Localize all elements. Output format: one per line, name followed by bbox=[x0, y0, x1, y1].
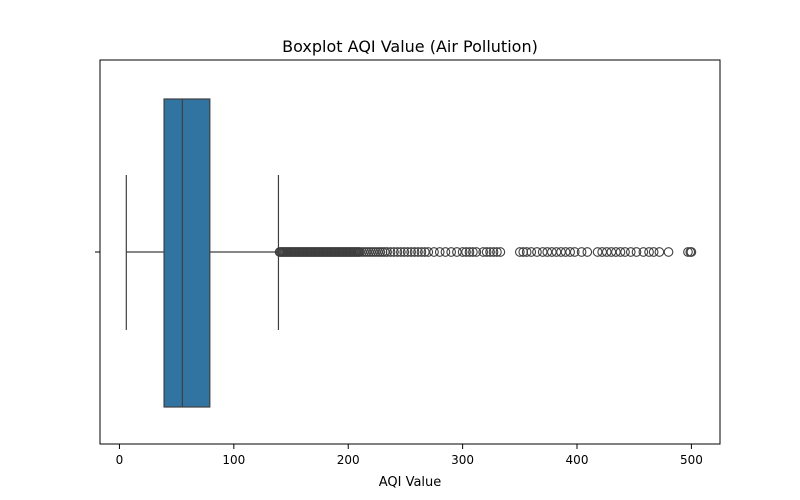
outlier-point bbox=[542, 247, 553, 257]
outlier-point bbox=[373, 247, 383, 257]
outlier-point bbox=[514, 247, 525, 257]
outlier-point bbox=[537, 247, 548, 257]
outlier-point bbox=[485, 247, 495, 257]
outlier-point bbox=[683, 247, 693, 257]
outlier-point bbox=[452, 247, 462, 257]
outlier-point bbox=[357, 247, 367, 257]
outlier-point bbox=[546, 247, 557, 257]
outlier-point bbox=[492, 247, 502, 257]
x-axis: 0 100 200 300 400 500 bbox=[116, 444, 703, 467]
outlier-point bbox=[478, 247, 489, 257]
outlier-point bbox=[416, 247, 427, 257]
outlier-point bbox=[395, 247, 406, 257]
outlier-point bbox=[648, 247, 659, 257]
outlier-point bbox=[611, 247, 621, 257]
outlier-point bbox=[409, 247, 420, 257]
outlier-point bbox=[592, 247, 603, 257]
x-axis-label: AQI Value bbox=[379, 475, 442, 490]
outlier-point bbox=[366, 247, 376, 257]
outlier-point bbox=[569, 247, 580, 257]
outlier-point bbox=[375, 247, 386, 257]
outlier-point bbox=[644, 247, 654, 257]
x-tick-label: 200 bbox=[337, 453, 360, 467]
outlier-point bbox=[461, 247, 471, 257]
outlier-point bbox=[663, 247, 674, 257]
outlier-point bbox=[638, 247, 649, 257]
outlier-point bbox=[468, 247, 478, 257]
outlier-point bbox=[440, 247, 451, 257]
outlier-point bbox=[399, 247, 410, 257]
outlier-point bbox=[582, 247, 593, 257]
outlier-point bbox=[471, 247, 482, 257]
outlier-point bbox=[446, 247, 457, 257]
outlier-point bbox=[413, 247, 423, 257]
x-tick-label: 500 bbox=[680, 453, 703, 467]
outlier-point bbox=[686, 247, 697, 257]
outlier-point bbox=[363, 247, 374, 257]
iqr-box bbox=[163, 98, 211, 408]
outlier-point bbox=[368, 247, 379, 257]
outlier-point bbox=[625, 247, 636, 257]
outlier-point bbox=[495, 247, 506, 257]
outlier-point bbox=[532, 247, 542, 257]
outlier-point bbox=[615, 247, 626, 257]
x-tick-label: 100 bbox=[222, 453, 245, 467]
outliers-group bbox=[274, 247, 697, 257]
outlier-point bbox=[521, 247, 532, 257]
x-tick-label: 0 bbox=[116, 453, 124, 467]
outlier-point bbox=[488, 247, 499, 257]
outlier-point bbox=[464, 247, 475, 257]
outlier-point bbox=[551, 247, 562, 257]
outlier-point bbox=[620, 247, 630, 257]
outlier-point bbox=[423, 247, 434, 257]
outlier-point bbox=[556, 247, 566, 257]
outlier-point bbox=[382, 247, 392, 257]
outlier-point bbox=[565, 247, 575, 257]
outlier-point bbox=[402, 247, 413, 257]
outlier-point bbox=[420, 247, 430, 257]
outlier-point bbox=[457, 247, 468, 257]
outlier-point bbox=[597, 247, 608, 257]
outlier-point bbox=[359, 247, 370, 257]
x-tick-label: 300 bbox=[451, 453, 474, 467]
outlier-point bbox=[361, 247, 372, 257]
outlier-point bbox=[606, 247, 617, 257]
chart-title: Boxplot AQI Value (Air Pollution) bbox=[282, 37, 538, 56]
outlier-point bbox=[560, 247, 571, 257]
outlier-point bbox=[354, 247, 365, 257]
outlier-point bbox=[654, 247, 665, 257]
outlier-point bbox=[385, 247, 396, 257]
outlier-point bbox=[429, 247, 439, 257]
x-tick-label: 400 bbox=[566, 453, 589, 467]
outlier-point bbox=[631, 247, 642, 257]
outlier-point bbox=[576, 247, 587, 257]
outlier-point bbox=[481, 247, 492, 257]
outlier-point bbox=[377, 247, 388, 257]
outlier-point bbox=[434, 247, 445, 257]
outlier-point bbox=[379, 247, 390, 257]
outlier-point bbox=[370, 247, 381, 257]
box-group bbox=[125, 98, 280, 408]
outlier-point bbox=[406, 247, 416, 257]
outlier-point bbox=[526, 247, 537, 257]
outlier-point bbox=[518, 247, 529, 257]
outlier-point bbox=[392, 247, 403, 257]
outlier-point bbox=[601, 247, 612, 257]
outlier-point bbox=[389, 247, 399, 257]
